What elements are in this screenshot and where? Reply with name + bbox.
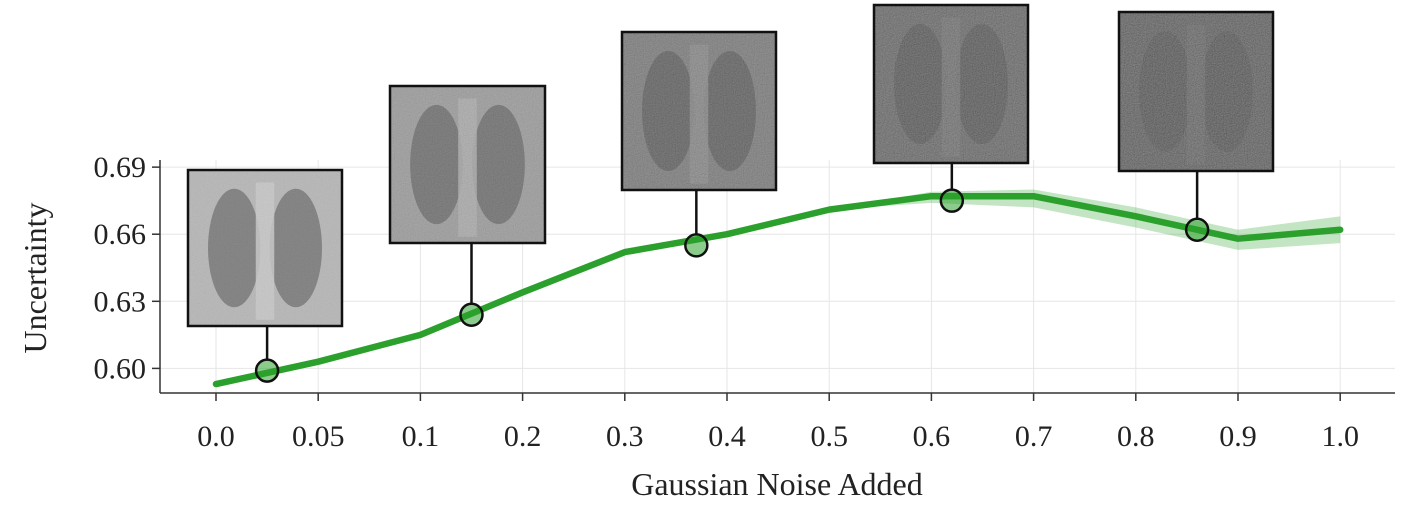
x-tick-label: 0.6 [913,420,951,453]
thumbnail-frame [620,30,778,192]
thumbnail-frame [186,168,344,328]
x-tick-label: 0.5 [810,420,848,453]
tick-labels: 0.0 0.05 0.1 0.2 0.3 0.4 0.5 0.6 0.7 0.8 0.9 1.0 0.6… [94,151,1359,453]
x-tick-label: 0.3 [606,420,644,453]
x-tick-label: 0.2 [504,420,542,453]
marker-circle [939,188,965,213]
x-tick-label: 0.8 [1117,420,1155,453]
noise-overlay [622,32,776,190]
x-axis-title: Gaussian Noise Added [631,466,923,502]
marker-circle [684,233,709,258]
noise-overlay [874,5,1028,163]
marker-circle [459,302,484,327]
noise-overlay [390,86,545,243]
xray-annotation [1117,10,1275,242]
axes [159,160,1395,394]
x-tick-label: 1.0 [1321,420,1359,453]
noise-overlay [188,170,342,326]
x-tick-label: 0.0 [197,420,235,453]
xray-annotations [186,3,1275,383]
series-line-group [212,192,1344,388]
series-line [212,192,1344,388]
y-axis-title: Uncertainty [17,202,53,353]
marker-circle [254,358,280,383]
thumbnail-frame [1117,10,1275,173]
xray-annotation [186,168,344,383]
y-tick-label: 0.60 [94,352,147,385]
y-tick-label: 0.69 [94,151,147,184]
grid [160,160,1395,393]
marker-circle [1184,217,1210,242]
noise-overlay [1119,12,1273,171]
x-tick-label: 0.7 [1015,420,1053,453]
thumbnail-frame [388,84,547,245]
x-tick-label: 0.4 [708,420,746,453]
xray-annotation [872,3,1030,213]
xray-annotation [620,30,778,258]
x-tick-label: 0.05 [292,420,345,453]
thumbnail-frame [872,3,1030,165]
x-tick-label: 0.1 [402,420,440,453]
xray-annotation [388,84,547,327]
x-tick-label: 0.9 [1219,420,1257,453]
y-tick-label: 0.66 [94,218,147,251]
y-tick-label: 0.63 [94,285,147,318]
